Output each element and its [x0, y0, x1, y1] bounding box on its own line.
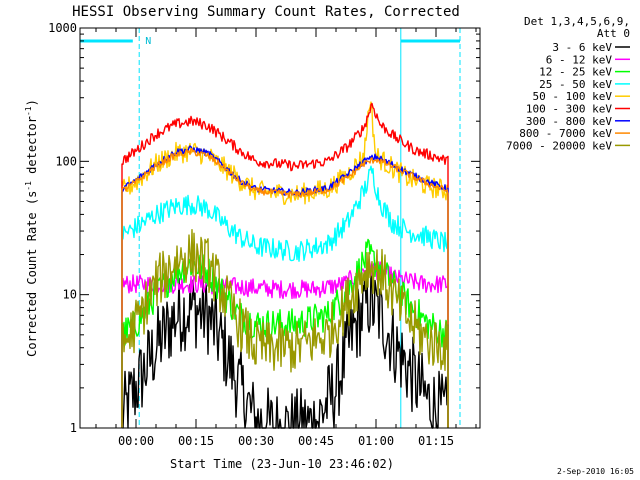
- y-tick-label: 1000: [48, 21, 77, 35]
- legend-label-5: 100 - 300 keV: [526, 103, 612, 116]
- legend-label-2: 12 - 25 keV: [539, 66, 612, 79]
- y-axis-label: Corrected Count Rate (s-1 detector-1): [24, 99, 39, 357]
- legend-label-8: 7000 - 20000 keV: [506, 139, 612, 152]
- x-tick-label: 01:15: [418, 434, 454, 448]
- legend-label-4: 50 - 100 keV: [533, 90, 613, 103]
- series-line-3: [121, 165, 449, 428]
- x-tick-label: 00:30: [238, 434, 274, 448]
- x-tick-label: 00:45: [298, 434, 334, 448]
- series-line-8: [121, 229, 449, 428]
- x-tick-label: 00:15: [178, 434, 214, 448]
- series-line-7: [121, 147, 449, 428]
- y-axis-label-mid: detector: [25, 116, 39, 181]
- y-tick-label: 100: [55, 154, 77, 168]
- x-axis-label: Start Time (23-Jun-10 23:46:02): [170, 457, 394, 471]
- legend-label-6: 300 - 800 keV: [526, 115, 612, 128]
- x-tick-label: 00:00: [118, 434, 154, 448]
- y-axis-label-main: Corrected Count Rate (s: [25, 191, 39, 357]
- plot-area: N 1 10 100 1000 00:00 00:15 00:30 00:45 01:00 01:1…: [48, 21, 481, 448]
- legend-header-line2: Att 0: [597, 27, 630, 40]
- night-label: N: [145, 36, 151, 47]
- series-line-4: [121, 101, 449, 428]
- legend-header-line1: Det 1,3,4,5,6,9,: [524, 15, 630, 28]
- series-line-5: [121, 102, 449, 428]
- legend-label-1: 6 - 12 keV: [546, 53, 613, 66]
- y-tick-label: 1: [70, 421, 77, 435]
- y-axis-label-exp1: -1: [24, 181, 33, 191]
- y-axis-label-exp2: -1: [24, 106, 33, 116]
- timestamp: 2-Sep-2010 16:05: [557, 467, 634, 476]
- chart-title: HESSI Observing Summary Count Rates, Cor…: [72, 4, 460, 20]
- y-tick-label: 10: [63, 288, 77, 302]
- plot-frame: [79, 27, 481, 429]
- legend-label-0: 3 - 6 keV: [552, 41, 612, 54]
- legend-label-3: 25 - 50 keV: [539, 78, 612, 91]
- y-axis-label-end: ): [25, 99, 39, 106]
- legend-label-7: 800 - 7000 keV: [519, 127, 612, 140]
- x-tick-label: 01:00: [358, 434, 394, 448]
